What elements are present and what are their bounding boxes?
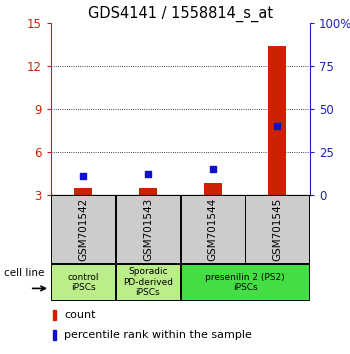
Text: control
iPSCs: control iPSCs <box>67 273 99 292</box>
Text: Sporadic
PD-derived
iPSCs: Sporadic PD-derived iPSCs <box>123 267 173 297</box>
FancyBboxPatch shape <box>51 195 115 263</box>
Point <box>80 173 86 179</box>
Bar <box>268 46 286 195</box>
Title: GDS4141 / 1558814_s_at: GDS4141 / 1558814_s_at <box>88 5 273 22</box>
FancyBboxPatch shape <box>116 264 180 300</box>
Point <box>274 123 280 129</box>
Bar <box>53 309 56 320</box>
Text: GSM701542: GSM701542 <box>78 198 88 261</box>
Text: cell line: cell line <box>4 268 44 279</box>
FancyBboxPatch shape <box>116 195 180 263</box>
Point <box>145 171 150 177</box>
Bar <box>139 188 157 195</box>
Text: presenilin 2 (PS2)
iPSCs: presenilin 2 (PS2) iPSCs <box>205 273 285 292</box>
Point <box>210 166 216 172</box>
Bar <box>53 330 56 340</box>
Bar <box>204 183 222 195</box>
FancyBboxPatch shape <box>51 264 115 300</box>
Text: GSM701544: GSM701544 <box>208 198 218 261</box>
Text: count: count <box>64 310 96 320</box>
Text: GSM701545: GSM701545 <box>272 198 282 261</box>
FancyBboxPatch shape <box>245 195 309 263</box>
FancyBboxPatch shape <box>181 195 245 263</box>
FancyBboxPatch shape <box>181 264 309 300</box>
Text: percentile rank within the sample: percentile rank within the sample <box>64 330 252 340</box>
Text: GSM701543: GSM701543 <box>143 198 153 261</box>
Bar <box>74 188 92 195</box>
